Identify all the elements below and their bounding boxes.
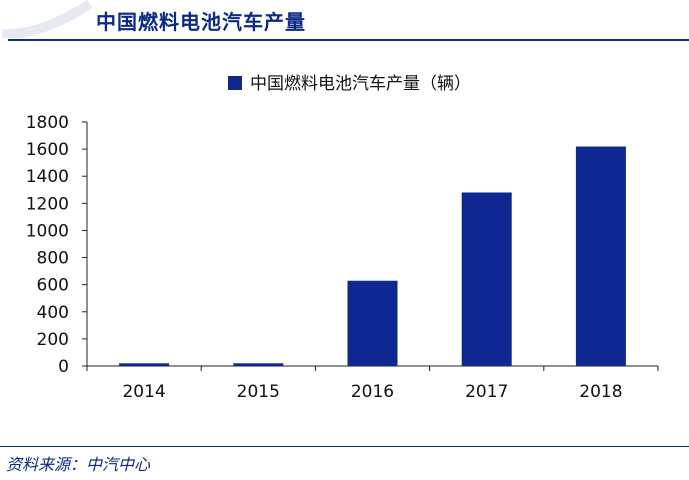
y-tick-label: 800 bbox=[37, 249, 69, 269]
source-note: 资料来源：中汽中心 bbox=[6, 455, 151, 474]
x-axis: 2014 2015 2016 2017 2018 bbox=[86, 365, 659, 402]
bar-2015 bbox=[233, 363, 284, 366]
x-tick-label: 2014 bbox=[122, 382, 165, 402]
y-tick-label: 1000 bbox=[26, 221, 69, 241]
header-divider bbox=[8, 39, 689, 41]
legend-label: 中国燃料电池汽车产量（辆） bbox=[250, 74, 471, 94]
bars-group bbox=[119, 146, 626, 366]
footer-divider bbox=[0, 446, 689, 447]
bar-2016 bbox=[347, 280, 398, 366]
x-tick-label: 2016 bbox=[351, 382, 394, 402]
chart-legend: 中国燃料电池汽车产量（辆） bbox=[228, 74, 471, 94]
bar-chart: 中国燃料电池汽车产量（辆） 0 200 400 600 800 1000 1200 1400 1… bbox=[26, 74, 659, 402]
bar-2018 bbox=[575, 146, 626, 366]
y-tick-label: 600 bbox=[37, 276, 69, 296]
y-tick-label: 1600 bbox=[26, 140, 69, 160]
x-tick-label: 2015 bbox=[237, 382, 280, 402]
header-swoosh-logo bbox=[1, 0, 92, 38]
y-tick-label: 0 bbox=[58, 357, 69, 377]
report-header: 中国燃料电池汽车产量 bbox=[0, 0, 689, 42]
x-tick-label: 2018 bbox=[579, 382, 622, 402]
bar-2017 bbox=[461, 192, 512, 366]
y-tick-label: 400 bbox=[37, 303, 69, 323]
y-tick-label: 1400 bbox=[26, 167, 69, 187]
y-tick-label: 1800 bbox=[26, 113, 69, 133]
y-tick-label: 1200 bbox=[26, 194, 69, 214]
x-tick-label: 2017 bbox=[465, 382, 508, 402]
y-tick-label: 200 bbox=[37, 330, 69, 350]
y-axis: 0 200 400 600 800 1000 1200 1400 1600 1800 bbox=[26, 113, 88, 377]
bar-2014 bbox=[119, 363, 170, 366]
page-title: 中国燃料电池汽车产量 bbox=[96, 10, 306, 34]
legend-swatch bbox=[228, 76, 242, 90]
